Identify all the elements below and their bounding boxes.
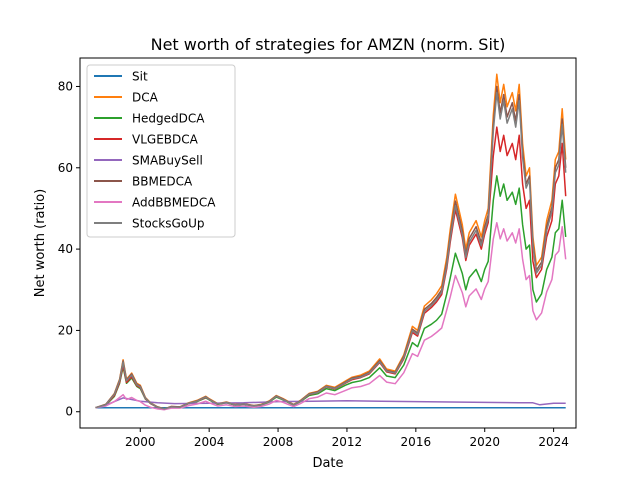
legend-label-bbmedca: BBMEDCA: [132, 175, 193, 189]
series-line-stocksgoup: [95, 91, 567, 410]
legend: Sit DCA HedgedDCA VLGEBDCA SMABuySell BBMEDCA…: [86, 64, 236, 238]
legend-label-smabuysell: SMABuySell: [132, 154, 203, 168]
x-tick-label: 2000: [125, 435, 156, 449]
x-tick-label: 2008: [263, 435, 294, 449]
y-tick-label: 20: [58, 323, 73, 337]
y-axis-label: Net worth (ratio): [33, 189, 48, 297]
legend-label-sit: Sit: [132, 70, 148, 84]
x-tick-label: 2024: [538, 435, 569, 449]
x-axis: 2000 2004 2008 2012 2016 2020 2024: [125, 428, 569, 449]
x-tick-label: 2004: [194, 435, 225, 449]
y-tick-label: 80: [58, 79, 73, 93]
legend-label-dca: DCA: [132, 91, 159, 105]
x-tick-label: 2020: [469, 435, 500, 449]
legend-label-addbbmedca: AddBBMEDCA: [132, 196, 216, 210]
series-layer: [95, 73, 567, 411]
legend-label-stocksgoup: StocksGoUp: [132, 217, 205, 231]
y-tick-label: 60: [58, 161, 73, 175]
x-axis-label: Date: [312, 456, 343, 471]
x-tick-label: 2016: [401, 435, 432, 449]
legend-box: [86, 64, 236, 238]
legend-label-hedgeddca: HedgedDCA: [132, 112, 205, 126]
y-tick-label: 40: [58, 242, 73, 256]
plot-area: [79, 57, 577, 429]
chart-title: Net worth of strategies for AMZN (norm. …: [151, 35, 506, 54]
series-line-addbbmedca: [95, 221, 567, 411]
y-tick-label: 0: [65, 405, 73, 419]
y-axis: 0 20 40 60 80: [58, 79, 80, 419]
plot-frame: [79, 57, 577, 429]
x-tick-label: 2012: [332, 435, 363, 449]
legend-label-vlgebdca: VLGEBDCA: [132, 133, 199, 147]
